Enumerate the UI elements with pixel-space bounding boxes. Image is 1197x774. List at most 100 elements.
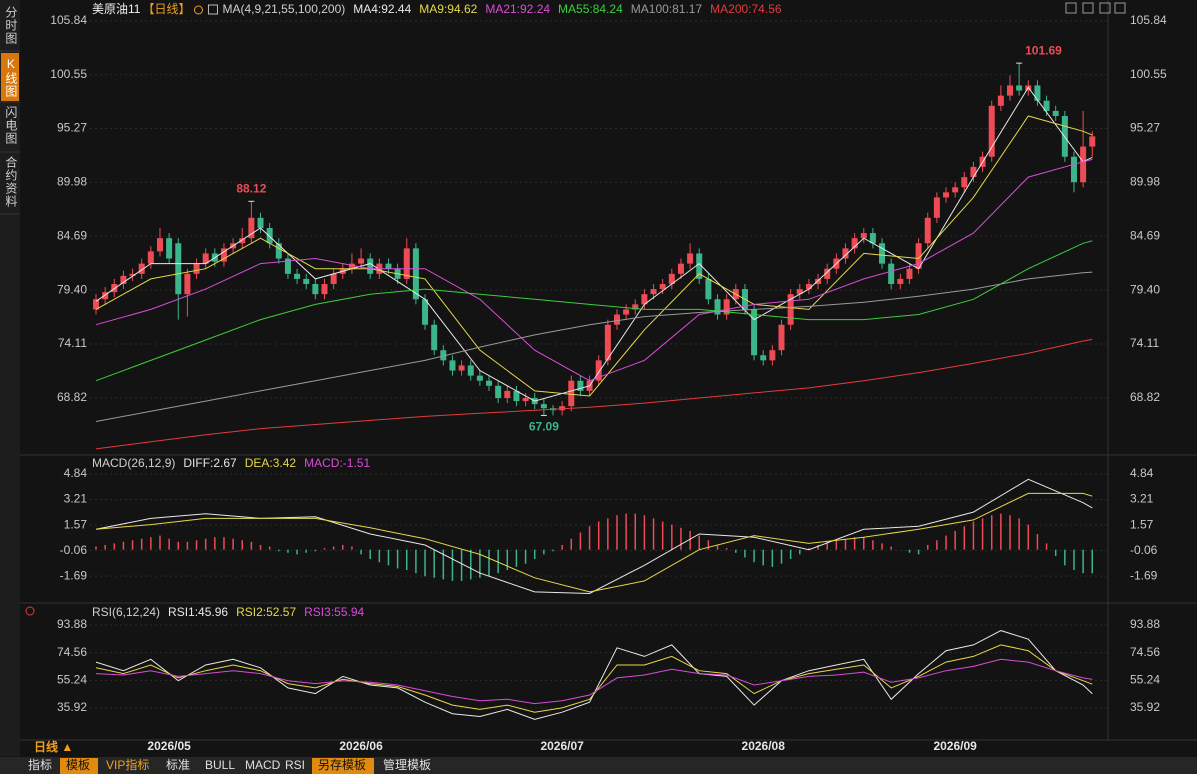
sidebar-item[interactable]: 闪电图 — [4, 106, 18, 145]
candle-body — [504, 390, 511, 399]
candle-body — [714, 299, 721, 315]
indicator-line — [95, 240, 1093, 382]
candle-body — [330, 273, 337, 284]
y-tick-label: 74.56 — [1130, 645, 1160, 659]
candle-body — [723, 299, 730, 315]
candle-body — [696, 253, 703, 279]
tab-active — [60, 758, 98, 774]
candle-body — [467, 365, 474, 376]
y-tick-label: 3.21 — [64, 492, 88, 506]
candle-body — [568, 380, 575, 407]
y-tick-label: 35.92 — [1130, 700, 1160, 714]
tab[interactable]: BULL — [205, 758, 235, 772]
indicator-line — [95, 658, 1093, 705]
candle-body — [147, 251, 154, 264]
candle-body — [888, 263, 895, 284]
candle-body — [1070, 156, 1077, 183]
tab[interactable]: 标准 — [166, 758, 190, 772]
candle-body — [440, 350, 447, 361]
candle-body — [175, 243, 182, 295]
candle-body — [604, 324, 611, 361]
legend-title: MA(4,9,21,55,100,200) — [222, 2, 345, 16]
candle-body — [924, 217, 931, 244]
y-tick-label: 74.11 — [58, 336, 87, 350]
candle-body — [632, 304, 639, 310]
legend-entry: DEA:3.42 — [245, 456, 297, 470]
candle-body — [760, 355, 767, 361]
y-tick-label: 93.88 — [1130, 617, 1160, 631]
candle-body — [842, 248, 849, 259]
candle-body — [824, 268, 831, 279]
candle-body — [294, 273, 301, 279]
y-tick-label: 4.84 — [1130, 466, 1154, 480]
sidebar-item[interactable]: 合约资料 — [4, 155, 18, 208]
y-tick-label: 4.84 — [64, 466, 88, 480]
candle-body — [358, 258, 365, 264]
candle-body — [705, 278, 712, 300]
sidebar-item[interactable]: K线图 — [4, 57, 18, 98]
tab[interactable]: VIP指标 — [106, 757, 149, 772]
tab[interactable]: MACD — [245, 758, 281, 772]
candle-body — [412, 248, 419, 300]
tab[interactable]: 模板 — [66, 758, 90, 772]
y-tick-label: -1.69 — [1130, 568, 1158, 582]
icon[interactable] — [1114, 2, 1126, 14]
tab-bar — [0, 757, 1197, 774]
candle-body — [769, 350, 776, 361]
candle-body — [348, 263, 355, 269]
candle-body — [1016, 85, 1023, 91]
sidebar-item[interactable]: 分时图 — [4, 6, 18, 45]
candle-body — [422, 299, 429, 325]
candle-body — [961, 177, 968, 188]
legend-entry: RSI3:55.94 — [304, 605, 364, 619]
x-tick-label: 2026/05 — [147, 739, 191, 753]
indicator-line — [95, 115, 1093, 397]
y-tick-label: 55.24 — [57, 673, 87, 687]
y-tick-label: -0.06 — [60, 543, 88, 557]
indicator-line — [95, 271, 1093, 422]
candle-body — [367, 258, 374, 274]
y-tick-label: 89.98 — [1130, 175, 1160, 189]
indicator-line — [95, 644, 1093, 713]
candle-body — [815, 278, 822, 284]
legend-entry: MA21:92.24 — [485, 2, 550, 16]
icon[interactable] — [1082, 2, 1094, 14]
icon[interactable] — [1099, 2, 1111, 14]
candle-body — [184, 273, 191, 295]
candle-body — [623, 309, 630, 315]
candle-body — [540, 404, 547, 409]
y-tick-label: 35.92 — [57, 700, 87, 714]
extreme-label: 88.12 — [236, 181, 266, 195]
tab[interactable]: RSI — [285, 758, 305, 772]
period-label[interactable]: 日线 ▲ — [34, 739, 73, 754]
candle-body — [1052, 110, 1059, 116]
candle-body — [431, 324, 438, 351]
y-tick-label: 95.27 — [57, 121, 87, 135]
tab[interactable]: 指标 — [28, 757, 52, 772]
candle-body — [595, 360, 602, 381]
legend-entry: MA55:84.24 — [558, 2, 623, 16]
candle-body — [659, 283, 666, 290]
candle-body — [284, 258, 291, 274]
y-tick-label: 68.82 — [57, 390, 87, 404]
candle-body — [997, 95, 1004, 106]
candle-body — [952, 187, 959, 193]
tab[interactable]: 管理模板 — [383, 757, 431, 772]
y-tick-label: 93.88 — [57, 617, 87, 631]
icon[interactable] — [1065, 2, 1077, 14]
candle-body — [449, 360, 456, 371]
candle-body — [403, 248, 410, 279]
tab[interactable]: 另存模板 — [318, 758, 366, 772]
indicator-icon[interactable] — [25, 606, 35, 616]
candle-body — [513, 390, 520, 402]
candle-body — [321, 283, 328, 295]
legend-entry: DIFF:2.67 — [183, 456, 237, 470]
candle-body — [303, 278, 310, 284]
candle-body — [1043, 100, 1050, 111]
candle-body — [156, 238, 163, 252]
candle-body — [138, 263, 145, 274]
candle-body — [677, 263, 684, 274]
candle-body — [988, 105, 995, 157]
candle-body — [1089, 136, 1096, 147]
indicator-line — [95, 86, 1093, 402]
